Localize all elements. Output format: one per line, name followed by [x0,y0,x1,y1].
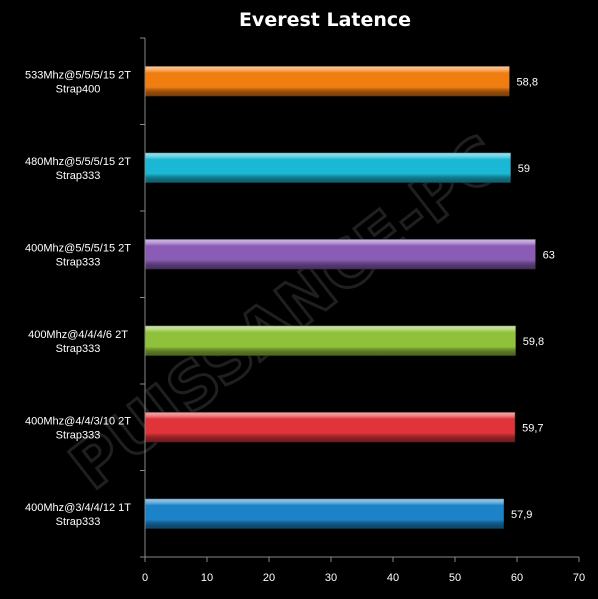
category-label: 400Mhz@3/4/4/12 1T [25,502,131,514]
category-label: Strap333 [56,343,101,355]
x-tick-label: 60 [511,572,523,584]
x-tick-label: 70 [573,572,585,584]
x-tick-label: 10 [201,572,213,584]
x-tick-label: 40 [387,572,399,584]
bar-value-label: 58,8 [517,76,538,88]
bar [144,152,512,184]
x-tick-label: 50 [449,572,461,584]
category-label: Strap333 [56,516,101,528]
bar-value-label: 59,8 [523,336,544,348]
bar-value-label: 57,9 [511,509,532,521]
bars-layer [144,65,537,530]
labels-layer: 58,8 533Mhz@5/5/5/15 2T Strap400 59 480Mhz@5… [25,69,585,584]
category-label: Strap333 [56,429,101,441]
bar-value-label: 59 [518,163,530,175]
axes-layer [140,37,580,562]
x-tick-label: 30 [325,572,337,584]
chart-title: Everest Latence [239,9,411,31]
category-label: 400Mhz@4/4/4/6 2T [28,329,128,341]
bar [144,498,505,530]
category-label: Strap400 [56,83,101,95]
category-label: 400Mhz@5/5/5/15 2T [25,242,131,254]
category-label: 400Mhz@4/4/3/10 2T [25,415,131,427]
bar-value-label: 63 [543,249,555,261]
bar [144,238,537,270]
category-label: Strap333 [56,170,101,182]
bar-value-label: 59,7 [522,422,543,434]
bar [144,325,517,357]
x-tick-label: 20 [263,572,275,584]
bar [144,411,516,443]
category-label: Strap333 [56,256,101,268]
x-tick-label: 0 [142,572,148,584]
category-label: 480Mhz@5/5/5/15 2T [25,156,131,168]
bar [144,65,511,97]
category-label: 533Mhz@5/5/5/15 2T [25,69,131,81]
